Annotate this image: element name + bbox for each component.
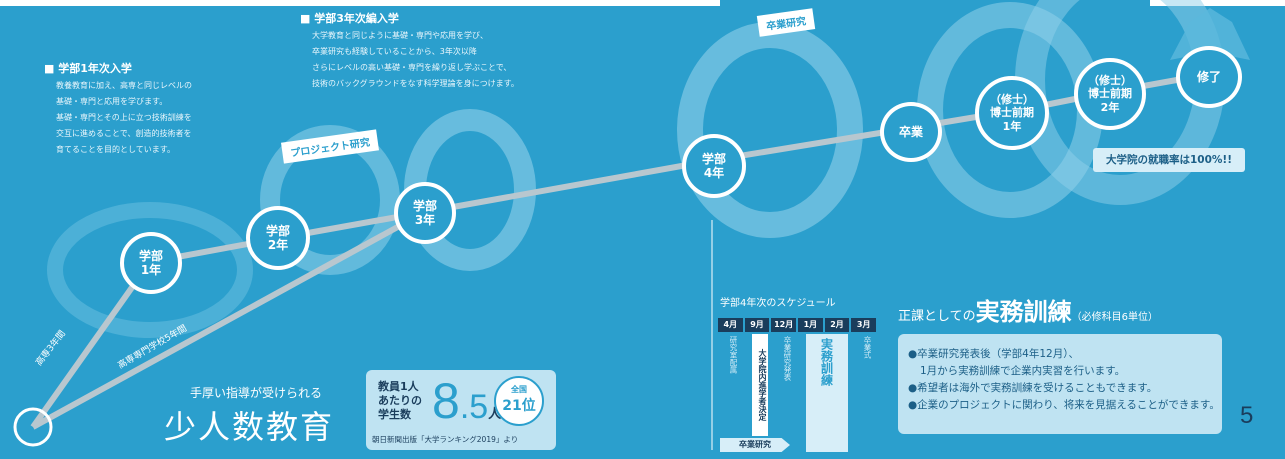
node-label: 修了 bbox=[1196, 69, 1221, 84]
rank-badge: 全国 21位 bbox=[494, 376, 544, 426]
intro-year1-line: 育てることを目的としています。 bbox=[56, 145, 175, 154]
training-bullet: ●希望者は海外で実務訓練を受けることもできます。 bbox=[908, 382, 1158, 394]
schedule-item-grad-school-decision: 大学院内進学者決定 bbox=[752, 334, 768, 436]
small-class-title: 少人数教育 bbox=[164, 408, 335, 446]
node-graduation: 卒業 bbox=[880, 102, 942, 162]
schedule-month: 2月 bbox=[824, 318, 850, 332]
node-label: 学部 bbox=[412, 198, 437, 213]
intro-year1: ■ 学部1年次入学 教養教育に加え、高専と同じレベルの 基礎・専門と応用を学びま… bbox=[44, 60, 192, 158]
schedule-title: 学部4年次のスケジュール bbox=[720, 298, 836, 309]
node-label: 4年 bbox=[703, 166, 725, 180]
training-title: 実務訓練 bbox=[975, 298, 1072, 326]
schedule-item-ceremony: 卒業式 bbox=[863, 336, 872, 359]
schedule-month: 9月 bbox=[744, 318, 770, 332]
node-masters-year2: （修士） 博士前期 2年 bbox=[1074, 58, 1146, 130]
node-label: 1年 bbox=[140, 263, 162, 277]
node-label: 2年 bbox=[267, 238, 289, 252]
schedule-training-block: 実務訓練 bbox=[806, 334, 848, 452]
node-masters-year1: （修士） 博士前期 1年 bbox=[975, 76, 1049, 150]
schedule-research-bar: 卒業研究 bbox=[720, 438, 790, 452]
intro-year3-line: 技術のバックグラウンドをなす科学理論を身につけます。 bbox=[312, 79, 519, 88]
node-label: （修士） bbox=[990, 93, 1034, 107]
intro-year1-line: 基礎・専門と応用を学びます。 bbox=[56, 97, 168, 106]
node-label: 1年 bbox=[1002, 119, 1022, 133]
node-undergrad-year4: 学部 4年 bbox=[682, 134, 746, 198]
rank-value: 21位 bbox=[502, 398, 536, 414]
ratio-source: 朝日新聞出版「大学ランキング2019」より bbox=[372, 435, 519, 444]
node-label: 博士前期 bbox=[1088, 87, 1132, 101]
schedule-month-header: 4月 9月 12月 1月 2月 3月 bbox=[718, 318, 878, 332]
intro-year3-line: 卒業研究も経験していることから、3年次以降 bbox=[312, 47, 477, 56]
node-label: 学部 bbox=[265, 223, 290, 238]
training-bullet: ●企業のプロジェクトに関わり、将来を見据えることができます。 bbox=[908, 399, 1220, 411]
node-label: 博士前期 bbox=[990, 106, 1034, 120]
intro-year1-line: 交互に進めることで、創造的技術者を bbox=[56, 129, 192, 138]
schedule-month: 4月 bbox=[718, 318, 743, 332]
intro-year1-line: 基礎・専門とその上に立つ技術訓練を bbox=[56, 113, 192, 122]
intro-year3-line: さらにレベルの高い基礎・専門を繰り返し学ぶことで、 bbox=[312, 63, 512, 72]
node-label: 学部 bbox=[138, 248, 163, 263]
page-number: 5 bbox=[1240, 402, 1254, 429]
schedule-item-lab-assignment: 研究室配属 bbox=[729, 336, 738, 374]
intro-year3-title: ■ 学部3年次編入学 bbox=[300, 12, 399, 25]
training-note: （必修科目6単位） bbox=[1071, 312, 1158, 323]
intro-year3-line: 大学教育と同じように基礎・専門や応用を学び、 bbox=[312, 31, 488, 40]
node-undergrad-year1: 学部 1年 bbox=[120, 232, 182, 294]
intro-year1-line: 教養教育に加え、高専と同じレベルの bbox=[56, 81, 192, 90]
schedule-month: 1月 bbox=[798, 318, 823, 332]
node-label: 2年 bbox=[1100, 100, 1120, 114]
node-undergrad-year2: 学部 2年 bbox=[246, 206, 310, 270]
schedule-month: 3月 bbox=[851, 318, 877, 332]
node-label: 3年 bbox=[414, 213, 436, 227]
training-bullet: 1月から実務訓練で企業内実習を行います。 bbox=[920, 365, 1126, 377]
training-prefix: 正課としての bbox=[898, 309, 976, 324]
schedule-month: 12月 bbox=[771, 318, 797, 332]
schedule-item-practical-training: 実務訓練 bbox=[819, 338, 834, 386]
intro-year1-title: ■ 学部1年次入学 bbox=[44, 62, 132, 75]
node-undergrad-year3: 学部 3年 bbox=[394, 182, 456, 244]
small-class-lead: 手厚い指導が受けられる bbox=[190, 386, 323, 400]
ratio-value-dec: .5 bbox=[459, 388, 489, 426]
training-heading: 正課としての実務訓練（必修科目6単位） bbox=[898, 292, 1158, 327]
schedule-table: 4月 9月 12月 1月 2月 3月 bbox=[718, 318, 878, 332]
employment-rate-badge: 大学院の就職率は100%!! bbox=[1093, 148, 1245, 172]
ratio-value-int: 8 bbox=[432, 373, 460, 429]
intro-year3: ■ 学部3年次編入学 大学教育と同じように基礎・専門や応用を学び、 卒業研究も経… bbox=[300, 10, 519, 92]
ratio-label-line: 教員1人 bbox=[378, 380, 419, 393]
training-panel: ●卒業研究発表後（学部4年12月）、 1月から実務訓練で企業内実習を行います。 … bbox=[898, 334, 1222, 434]
node-completion: 修了 bbox=[1176, 46, 1242, 108]
node-label: 卒業 bbox=[898, 124, 923, 139]
ratio-value: 8.5人 bbox=[432, 372, 501, 443]
ratio-label-line: 学生数 bbox=[378, 408, 411, 421]
student-ratio-panel: 教員1人 あたりの 学生数 8.5人 全国 21位 朝日新聞出版「大学ランキング… bbox=[366, 370, 556, 450]
node-label: （修士） bbox=[1088, 74, 1132, 88]
ratio-label-line: あたりの bbox=[378, 394, 422, 407]
rank-label: 全国 bbox=[511, 385, 527, 394]
schedule-item-research-presentation: 卒業研究発表 bbox=[783, 336, 792, 381]
node-label: 学部 bbox=[701, 151, 726, 166]
training-bullet: ●卒業研究発表後（学部4年12月）、 bbox=[908, 348, 1079, 360]
